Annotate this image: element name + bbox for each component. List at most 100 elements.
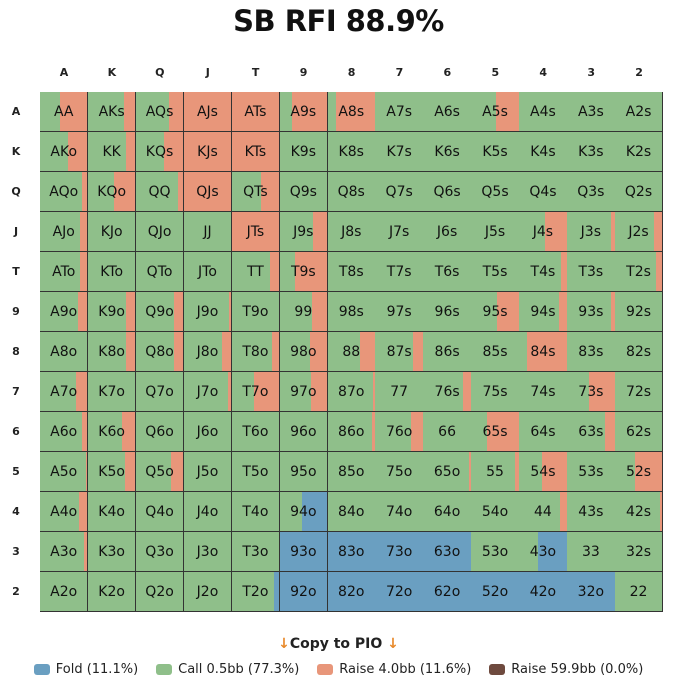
hand-cell[interactable]: Q9s — [279, 172, 329, 212]
hand-cell[interactable]: 32o — [567, 572, 616, 612]
hand-cell[interactable]: 86o — [327, 412, 376, 452]
hand-cell[interactable]: ATs — [231, 92, 281, 132]
hand-cell[interactable]: 94s — [519, 292, 568, 332]
hand-cell[interactable]: J7s — [375, 212, 424, 252]
hand-cell[interactable]: A3s — [567, 92, 616, 132]
hand-cell[interactable]: 95s — [471, 292, 520, 332]
hand-cell[interactable]: K3o — [87, 532, 137, 572]
hand-cell[interactable]: Q2s — [615, 172, 663, 212]
hand-cell[interactable]: 88 — [327, 332, 376, 372]
hand-cell[interactable]: K2s — [615, 132, 663, 172]
hand-cell[interactable]: Q9o — [135, 292, 185, 332]
hand-cell[interactable]: 65s — [471, 412, 520, 452]
hand-cell[interactable]: T2s — [615, 252, 663, 292]
hand-cell[interactable]: 55 — [471, 452, 520, 492]
hand-cell[interactable]: QTo — [135, 252, 185, 292]
hand-cell[interactable]: Q3o — [135, 532, 185, 572]
hand-cell[interactable]: 96s — [423, 292, 472, 332]
hand-cell[interactable]: Q4o — [135, 492, 185, 532]
hand-cell[interactable]: 85o — [327, 452, 376, 492]
hand-cell[interactable]: 93s — [567, 292, 616, 332]
hand-cell[interactable]: 97o — [279, 372, 329, 412]
hand-cell[interactable]: J7o — [183, 372, 233, 412]
hand-cell[interactable]: 87o — [327, 372, 376, 412]
hand-cell[interactable]: K8s — [327, 132, 376, 172]
hand-cell[interactable]: 95o — [279, 452, 329, 492]
hand-cell[interactable]: A7o — [40, 372, 89, 412]
hand-cell[interactable]: J4o — [183, 492, 233, 532]
hand-cell[interactable]: JTo — [183, 252, 233, 292]
hand-cell[interactable]: J9s — [279, 212, 329, 252]
hand-cell[interactable]: Q5s — [471, 172, 520, 212]
hand-cell[interactable]: K4o — [87, 492, 137, 532]
hand-cell[interactable]: AQo — [40, 172, 89, 212]
hand-cell[interactable]: A5o — [40, 452, 89, 492]
hand-cell[interactable]: 22 — [615, 572, 663, 612]
hand-cell[interactable]: 54o — [471, 492, 520, 532]
hand-cell[interactable]: Q6o — [135, 412, 185, 452]
hand-cell[interactable]: Q7s — [375, 172, 424, 212]
hand-cell[interactable]: A5s — [471, 92, 520, 132]
hand-cell[interactable]: 54s — [519, 452, 568, 492]
hand-cell[interactable]: T8o — [231, 332, 281, 372]
hand-cell[interactable]: JTs — [231, 212, 281, 252]
hand-cell[interactable]: K9o — [87, 292, 137, 332]
hand-cell[interactable]: 52s — [615, 452, 663, 492]
hand-cell[interactable]: 74o — [375, 492, 424, 532]
hand-cell[interactable]: 44 — [519, 492, 568, 532]
hand-cell[interactable]: 52o — [471, 572, 520, 612]
hand-cell[interactable]: A7s — [375, 92, 424, 132]
hand-cell[interactable]: 96o — [279, 412, 329, 452]
hand-cell[interactable]: Q6s — [423, 172, 472, 212]
hand-cell[interactable]: A9s — [279, 92, 329, 132]
hand-cell[interactable]: 63o — [423, 532, 472, 572]
hand-cell[interactable]: Q8o — [135, 332, 185, 372]
hand-cell[interactable]: T3s — [567, 252, 616, 292]
hand-cell[interactable]: J2s — [615, 212, 663, 252]
hand-cell[interactable]: AKs — [87, 92, 137, 132]
hand-cell[interactable]: J3o — [183, 532, 233, 572]
hand-cell[interactable]: 42s — [615, 492, 663, 532]
hand-cell[interactable]: KQs — [135, 132, 185, 172]
hand-cell[interactable]: 73s — [567, 372, 616, 412]
hand-cell[interactable]: T8s — [327, 252, 376, 292]
hand-cell[interactable]: QJs — [183, 172, 233, 212]
hand-cell[interactable]: 64o — [423, 492, 472, 532]
hand-cell[interactable]: 82s — [615, 332, 663, 372]
hand-cell[interactable]: A2s — [615, 92, 663, 132]
hand-cell[interactable]: T3o — [231, 532, 281, 572]
hand-cell[interactable]: 77 — [375, 372, 424, 412]
hand-cell[interactable]: K8o — [87, 332, 137, 372]
hand-cell[interactable]: A4s — [519, 92, 568, 132]
hand-cell[interactable]: T7s — [375, 252, 424, 292]
hand-cell[interactable]: A6o — [40, 412, 89, 452]
hand-cell[interactable]: 73o — [375, 532, 424, 572]
hand-cell[interactable]: T9o — [231, 292, 281, 332]
hand-cell[interactable]: T4o — [231, 492, 281, 532]
hand-cell[interactable]: J9o — [183, 292, 233, 332]
hand-cell[interactable]: K5o — [87, 452, 137, 492]
hand-cell[interactable]: Q8s — [327, 172, 376, 212]
hand-cell[interactable]: 99 — [279, 292, 329, 332]
hand-cell[interactable]: 83o — [327, 532, 376, 572]
hand-cell[interactable]: K3s — [567, 132, 616, 172]
hand-cell[interactable]: 84o — [327, 492, 376, 532]
hand-cell[interactable]: J5o — [183, 452, 233, 492]
hand-cell[interactable]: AJs — [183, 92, 233, 132]
hand-cell[interactable]: 53o — [471, 532, 520, 572]
hand-cell[interactable]: J6o — [183, 412, 233, 452]
hand-cell[interactable]: A8o — [40, 332, 89, 372]
hand-cell[interactable]: 98s — [327, 292, 376, 332]
hand-cell[interactable]: 92s — [615, 292, 663, 332]
hand-cell[interactable]: 74s — [519, 372, 568, 412]
copy-to-pio-button[interactable]: ↓Copy to PIO ↓ — [0, 636, 677, 652]
hand-cell[interactable]: A8s — [327, 92, 376, 132]
hand-cell[interactable]: J8s — [327, 212, 376, 252]
hand-cell[interactable]: 76o — [375, 412, 424, 452]
hand-cell[interactable]: Q3s — [567, 172, 616, 212]
hand-cell[interactable]: 94o — [279, 492, 329, 532]
hand-cell[interactable]: 85s — [471, 332, 520, 372]
hand-cell[interactable]: 84s — [519, 332, 568, 372]
hand-cell[interactable]: T5s — [471, 252, 520, 292]
hand-cell[interactable]: Q7o — [135, 372, 185, 412]
